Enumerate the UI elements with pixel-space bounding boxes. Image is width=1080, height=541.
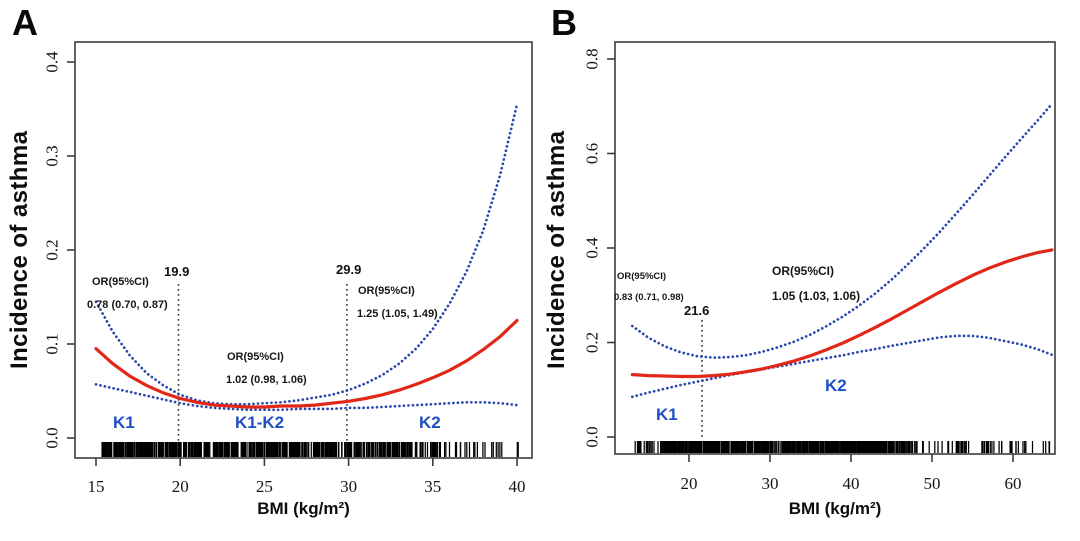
y-tick-label: 0.4 [583,237,602,259]
region-label-b-k1: K1 [656,405,678,424]
panel-a-plot: 0.0 0.1 0.2 0.3 0.4 15 20 25 30 35 40 [43,41,533,496]
or-annotation-value-k1k2: 1.02 (0.98, 1.06) [226,374,307,386]
or-annotation-title-k1: OR(95%CI) [92,276,149,288]
estimate-curve [630,248,1054,379]
knot-value-label-19-9: 19.9 [164,264,190,279]
x-tick-label: 40 [843,474,860,493]
upper_95ci-curve [94,102,519,406]
or-annotation-title-k2: OR(95%CI) [358,285,415,297]
y-tick-label: 0.3 [43,145,62,166]
panel-b-plot: 0.0 0.2 0.4 0.6 0.8 20 30 40 50 60 [583,41,1056,493]
x-tick-label: 20 [172,477,189,496]
knot-value-label-21-6: 21.6 [684,303,710,318]
or-annotation-value-b-k2: 1.05 (1.03, 1.06) [772,289,861,303]
or-annotation-value-b-k1: 0.83 (0.71, 0.98) [614,292,684,303]
panel-a-y-axis-title: Incidence of asthma [6,130,33,370]
y-tick-label: 0.0 [43,427,62,448]
y-tick-label: 0.4 [43,51,62,73]
x-tick-label: 30 [762,474,779,493]
x-tick-label: 25 [256,477,273,496]
x-tick-label: 60 [1005,474,1022,493]
x-tick-label: 20 [681,474,698,493]
region-label-k1: K1 [113,413,135,432]
x-tick-label: 30 [340,477,357,496]
y-tick-label: 0.6 [583,143,602,164]
region-label-k2: K2 [419,413,441,432]
panel-b-x-axis-title: BMI (kg/m²) [788,499,882,518]
lower_95ci-curve [630,334,1054,399]
y-tick-label: 0.0 [583,426,602,447]
y-tick-label: 0.8 [583,48,602,69]
y-tick-label: 0.2 [43,239,62,260]
or-annotation-value-k2: 1.25 (1.05, 1.49) [357,308,438,320]
or-annotation-title-b-k1: OR(95%CI) [617,271,667,282]
knot-value-label-29-9: 29.9 [336,262,362,277]
y-tick-label: 0.1 [43,333,62,354]
rug-marks [634,441,1051,453]
or-annotation-title-k1k2: OR(95%CI) [227,351,284,363]
panel-b-letter: B [551,2,578,43]
x-tick-label: 50 [924,474,941,493]
x-tick-label: 35 [424,477,441,496]
region-label-b-k2: K2 [825,376,847,395]
y-tick-label: 0.2 [583,332,602,353]
region-label-k1-k2: K1-K2 [235,413,285,432]
panel-a-letter: A [12,2,39,43]
panel-a-x-axis-title: BMI (kg/m²) [257,499,350,518]
estimate-curve [94,318,519,409]
x-tick-label: 40 [509,477,526,496]
rug-marks [101,442,519,457]
x-tick-label: 15 [88,477,105,496]
upper_95ci-curve [630,102,1054,359]
or-annotation-value-k1: 0.78 (0.70, 0.87) [87,299,168,311]
or-annotation-title-b-k2: OR(95%CI) [772,264,835,278]
panel-b-y-axis-title: Incidence of asthma [543,130,570,370]
lower_95ci-curve [94,383,519,412]
